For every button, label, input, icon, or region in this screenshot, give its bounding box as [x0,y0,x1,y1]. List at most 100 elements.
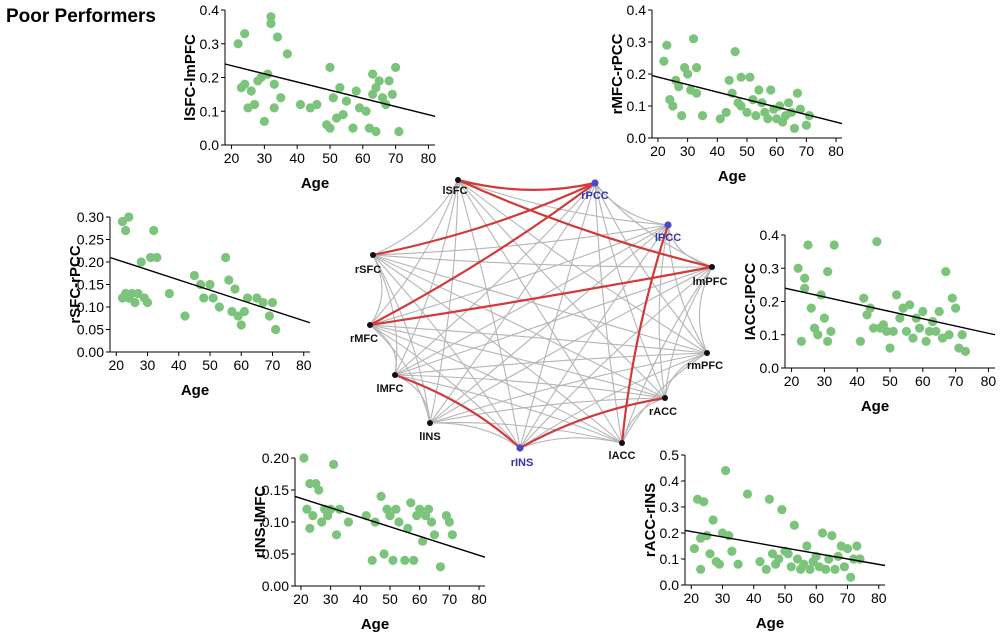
data-point [406,498,416,508]
data-point [901,326,912,337]
data-point [783,549,793,559]
data-point [152,252,162,263]
data-point [865,303,875,313]
x-tick-label: 30 [715,590,731,606]
network-edge [457,179,623,444]
y-tick-label: 0.15 [77,277,104,293]
network-edge [369,224,669,326]
data-point [783,98,794,108]
data-point [164,288,174,299]
data-point [721,466,731,476]
data-point [905,300,915,310]
network-node-label: lINS [419,431,440,443]
data-point [418,536,428,546]
network-node [370,252,376,258]
x-axis-label: Age [301,175,329,192]
x-tick-label: 30 [257,150,273,166]
data-point [233,39,243,49]
data-point [691,63,702,73]
x-axis-label: Age [181,382,209,399]
data-point [208,293,218,303]
network-edge [519,266,713,449]
data-point [715,114,725,124]
x-tick-label: 60 [915,373,931,389]
scatter-rsfc-rpcc: 20 30 40 50 60 70 80 0.00 0.05 0.10 0.15 0.20 0.25 0.… [67,209,312,399]
y-tick-label: 0.4 [760,227,780,243]
x-tick-label: 80 [421,150,437,166]
y-tick-label: 0.4 [660,473,680,489]
network-edge [457,179,708,354]
data-point [839,562,849,572]
data-point [786,107,797,117]
data-point [659,56,669,66]
data-point [944,330,954,340]
data-point [708,515,718,525]
data-point [269,103,279,113]
data-point [827,531,837,541]
network-edge [369,324,708,354]
data-point [376,491,386,501]
y-tick-label: 0.20 [262,450,289,466]
data-point [705,549,715,559]
data-point [767,549,778,559]
data-point [872,237,882,247]
x-tick-label: 80 [471,591,487,607]
network-edge [369,179,459,326]
x-tick-label: 40 [710,143,726,159]
data-point [751,111,761,121]
network-edge [594,182,708,354]
x-tick-label: 30 [140,357,156,373]
data-point [799,559,809,569]
x-axis-label: Age [756,615,784,632]
data-point [282,49,292,59]
x-tick-label: 70 [948,373,964,389]
data-point [266,18,276,29]
data-point [683,69,693,79]
scatter-racc-rins: 20 30 40 50 60 70 80 0.0 0.1 0.2 0.3 0.4 0.5 Age rACC-… [642,447,887,632]
data-point [328,93,338,103]
data-point [662,40,672,50]
x-tick-label: 40 [171,357,187,373]
network-node [591,179,599,187]
x-tick-label: 40 [849,373,865,389]
x-tick-label: 30 [680,143,696,159]
data-point [689,544,699,554]
network-node [619,440,625,446]
data-point [924,326,934,337]
data-point [264,311,274,321]
network-edge [429,182,596,424]
network-node [709,264,715,270]
data-point [384,76,394,86]
network-edge [369,324,431,424]
data-point [697,111,708,121]
data-point [786,562,796,572]
x-tick-label: 40 [289,150,305,166]
network-edge [369,324,521,449]
data-point [361,106,371,116]
network-node-label: rINS [511,457,534,469]
data-point [423,504,434,514]
data-point [921,336,931,346]
x-tick-label: 20 [683,590,699,606]
data-point [387,89,397,99]
data-point [817,528,828,538]
data-point [859,293,869,303]
network-edge [621,397,666,444]
data-point [266,12,276,22]
network-node-label: rPCC [581,190,609,202]
y-tick-label: 0.25 [77,232,104,248]
data-point [409,555,419,565]
y-tick-label: 0.0 [200,137,220,153]
data-point [795,104,806,114]
data-point [189,270,199,281]
network-edge [429,421,623,444]
network-edge-significant [372,182,596,257]
y-axis-label: rMFC-rPCC [612,33,626,114]
data-point [774,554,784,564]
data-point [699,497,709,507]
network-edge-significant [394,373,521,449]
data-point [391,504,401,514]
data-point [805,564,815,574]
y-tick-label: 0.1 [760,327,780,343]
data-point [149,225,159,236]
